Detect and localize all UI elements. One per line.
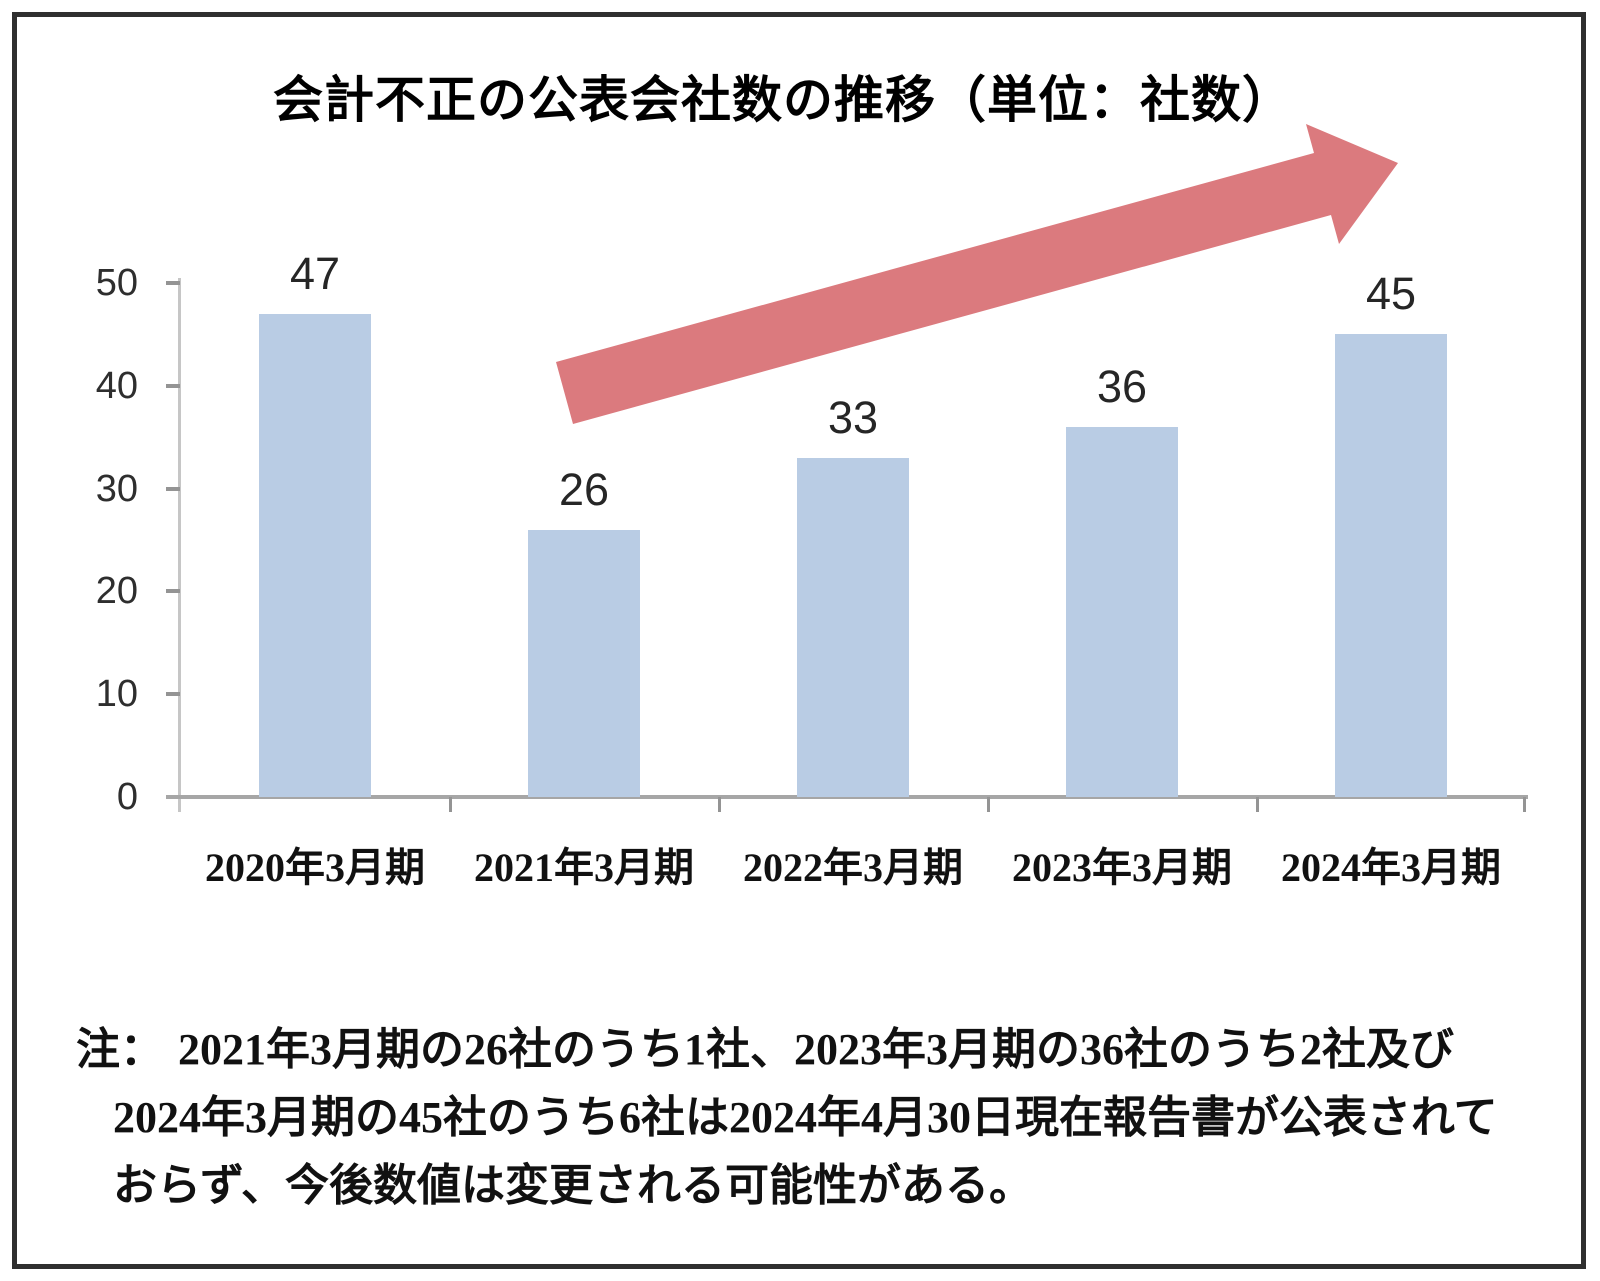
bar — [528, 530, 640, 797]
footnote-text: 2021年3月期の26社のうち1社、2023年3月期の36社のうち2社及び — [178, 1025, 1454, 1074]
y-axis-tick-label: 10 — [95, 673, 138, 715]
x-axis-tick-label: 2022年3月期 — [743, 845, 963, 890]
x-axis-tick — [718, 797, 721, 812]
x-axis-tick — [449, 797, 452, 812]
footnote-line: 2024年3月期の45社のうち6社は2024年4月30日現在報告書が公表されて — [113, 1093, 1498, 1142]
y-axis-tick-label: 30 — [95, 468, 138, 510]
y-axis-tick-label: 50 — [95, 262, 138, 304]
footnote-line: おらず、今後数値は変更される可能性がある。 — [113, 1161, 1034, 1210]
bar — [797, 458, 909, 797]
bar-value-label: 36 — [1096, 361, 1148, 412]
y-axis-tick-label: 40 — [95, 365, 138, 407]
x-axis-tick — [987, 797, 990, 812]
bar — [259, 314, 371, 797]
x-axis-tick — [1256, 797, 1259, 812]
x-axis-tick-label: 2020年3月期 — [205, 845, 425, 890]
y-axis-tick-label: 20 — [95, 570, 138, 612]
bar-value-label: 26 — [558, 464, 610, 515]
bar-value-label: 47 — [289, 248, 341, 299]
bar-value-label: 45 — [1365, 268, 1417, 319]
footnote-label: 注： — [76, 1025, 164, 1074]
bar-value-label: 33 — [827, 392, 879, 443]
chart-title: 会計不正の公表会社数の推移（単位：社数） — [273, 72, 1293, 128]
bar — [1335, 334, 1447, 797]
x-axis-tick-label: 2023年3月期 — [1012, 845, 1232, 890]
y-axis-line — [178, 278, 181, 812]
footnote-line: 注： 2021年3月期の26社のうち1社、2023年3月期の36社のうち2社及び — [76, 1016, 1536, 1084]
y-axis-tick — [166, 589, 180, 593]
x-axis-end-tick — [1523, 797, 1526, 812]
x-axis-line — [166, 795, 1528, 799]
y-axis-tick — [166, 281, 180, 285]
y-axis-tick — [166, 692, 180, 696]
bar — [1066, 427, 1178, 797]
figure-border — [12, 12, 1586, 1269]
y-axis-tick — [166, 487, 180, 491]
footnote: 注： 2021年3月期の26社のうち1社、2023年3月期の36社のうち2社及び … — [76, 1016, 1536, 1220]
x-axis-tick-label: 2024年3月期 — [1281, 845, 1501, 890]
y-axis-tick — [166, 384, 180, 388]
y-axis-tick-label: 0 — [116, 776, 138, 818]
x-axis-tick-label: 2021年3月期 — [474, 845, 694, 890]
